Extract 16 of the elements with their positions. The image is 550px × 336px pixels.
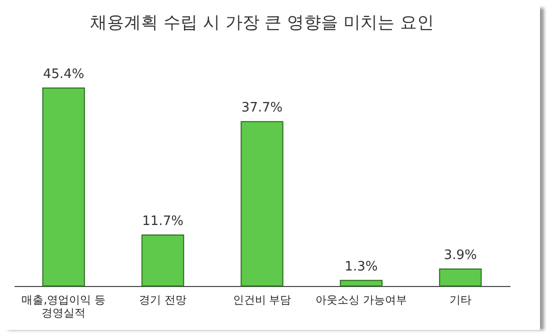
bar [439,268,482,286]
bar [340,280,383,286]
x-tick-label: 인건비 부담 [232,294,292,306]
bar [240,121,284,286]
data-label: 37.7% [241,100,283,116]
bar [141,234,184,286]
x-tick-label: 경기 전망 [139,294,187,306]
chart-title: 채용계획 수립 시 가장 큰 영향을 미치는 요인 [90,13,434,33]
x-tick-label: 기타 [449,294,472,306]
data-label: 3.9% [444,248,477,263]
data-label: 45.4% [42,67,84,82]
data-label: 11.7% [142,214,184,229]
x-tick-label: 아웃소싱 가능여부 [315,294,407,306]
data-label: 1.3% [344,259,378,274]
x-tick-label: 매출,영업이익 등 경영실적 [22,294,106,320]
bar [42,88,85,286]
